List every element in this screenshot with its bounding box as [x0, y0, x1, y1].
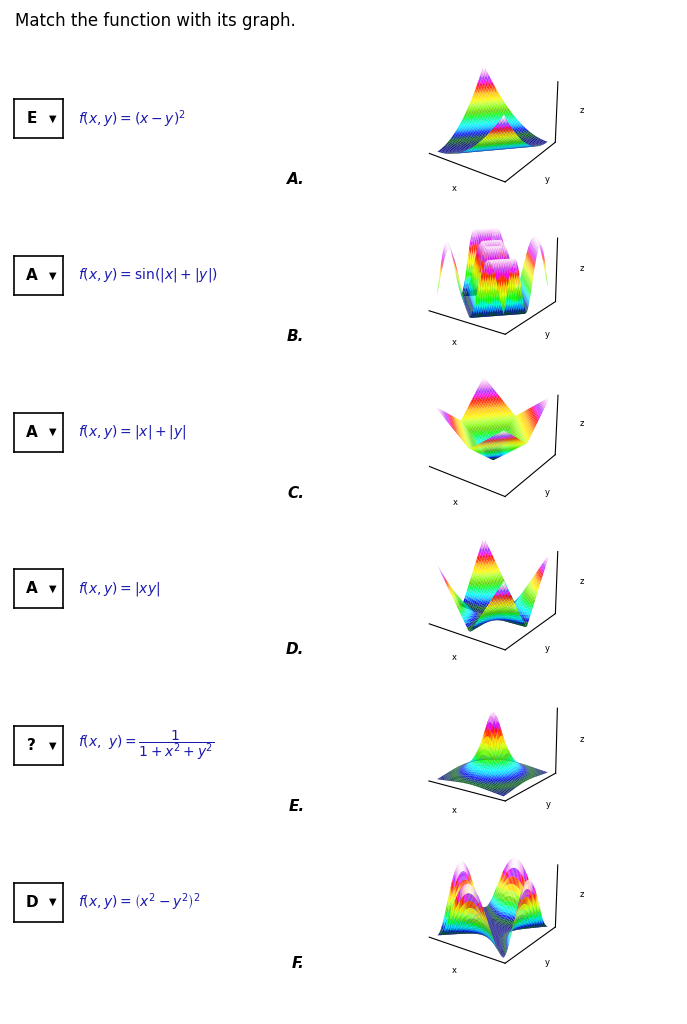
Text: $f(x, y) = \sin(|x| + |y|)$: $f(x, y) = \sin(|x| + |y|)$ [78, 266, 218, 285]
Text: ▼: ▼ [49, 114, 56, 124]
Text: E: E [26, 112, 36, 126]
X-axis label: x: x [452, 338, 457, 347]
Text: $f(x,\ y) = \dfrac{1}{1 + x^2 +y^2}$: $f(x,\ y) = \dfrac{1}{1 + x^2 +y^2}$ [78, 728, 215, 763]
Text: C.: C. [287, 485, 304, 501]
Text: F.: F. [291, 955, 304, 971]
Text: D.: D. [286, 642, 304, 657]
X-axis label: x: x [451, 806, 457, 815]
Y-axis label: y: y [545, 175, 550, 183]
Text: E.: E. [289, 799, 304, 814]
Y-axis label: y: y [545, 644, 550, 653]
X-axis label: x: x [452, 652, 457, 662]
Text: ?: ? [27, 738, 36, 753]
Text: ▼: ▼ [49, 427, 56, 437]
Text: Match the function with its graph.: Match the function with its graph. [15, 12, 296, 31]
Text: ▼: ▼ [49, 740, 56, 751]
Text: A: A [25, 268, 37, 283]
X-axis label: x: x [452, 498, 458, 507]
Text: ▼: ▼ [49, 897, 56, 907]
Text: $f(x, y) = \left(x^2 - y^2\right)^2$: $f(x, y) = \left(x^2 - y^2\right)^2$ [78, 891, 201, 913]
Text: $f(x, y) = (x - y)^2$: $f(x, y) = (x - y)^2$ [78, 108, 186, 130]
Y-axis label: y: y [545, 957, 550, 967]
X-axis label: x: x [452, 183, 457, 193]
Text: ▼: ▼ [49, 584, 56, 594]
Text: A: A [25, 582, 37, 596]
Text: A.: A. [286, 172, 304, 187]
Text: $f(x, y) = |x| + |y|$: $f(x, y) = |x| + |y|$ [78, 423, 187, 441]
X-axis label: x: x [452, 966, 457, 975]
Y-axis label: y: y [545, 331, 550, 340]
Text: $f(x, y) = |xy|$: $f(x, y) = |xy|$ [78, 580, 161, 598]
Y-axis label: y: y [545, 800, 550, 809]
Text: ▼: ▼ [49, 270, 56, 281]
Y-axis label: y: y [544, 488, 550, 498]
Text: D: D [25, 895, 38, 909]
Text: B.: B. [287, 329, 304, 344]
Text: A: A [25, 425, 37, 439]
